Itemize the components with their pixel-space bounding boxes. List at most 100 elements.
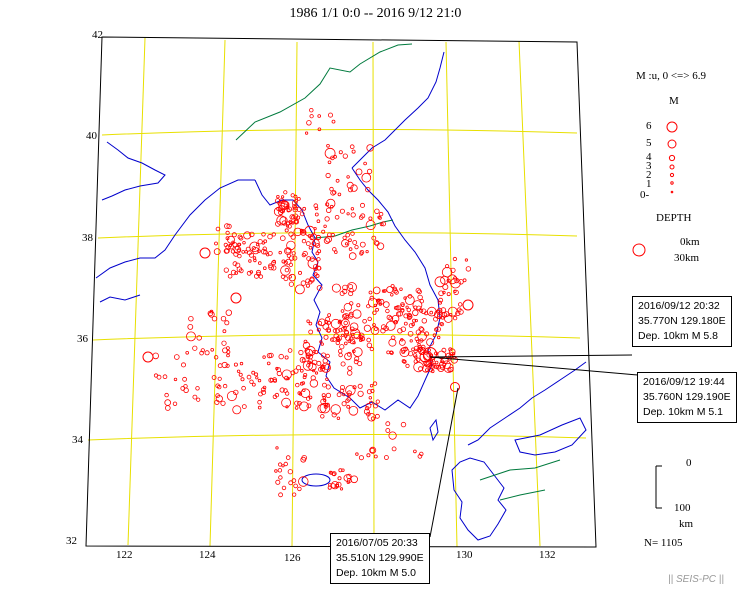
earthquake-marker bbox=[224, 223, 230, 229]
earthquake-marker bbox=[221, 340, 227, 346]
lon-label-130: 130 bbox=[456, 549, 473, 561]
earthquake-marker bbox=[434, 327, 439, 332]
earthquake-marker bbox=[303, 339, 308, 344]
earthquake-marker bbox=[243, 231, 252, 240]
earthquake-marker bbox=[308, 321, 313, 326]
earthquake-marker bbox=[183, 384, 188, 389]
earthquake-marker bbox=[164, 392, 169, 398]
earthquake-marker bbox=[378, 216, 382, 220]
event-callout-1[interactable]: 2016/09/12 20:32 35.770N 129.180E Dep. 1… bbox=[632, 296, 732, 347]
earthquake-marker bbox=[441, 347, 447, 353]
earthquake-marker bbox=[448, 313, 453, 317]
earthquake-marker bbox=[344, 314, 350, 320]
earthquake-marker bbox=[304, 225, 316, 237]
earthquake-marker bbox=[296, 215, 301, 220]
earthquake-marker bbox=[333, 154, 337, 159]
earthquake-marker bbox=[334, 215, 340, 220]
earthquake-marker bbox=[293, 218, 300, 225]
earthquake-marker bbox=[297, 486, 302, 492]
earthquake-marker bbox=[230, 249, 236, 254]
admin-borders bbox=[235, 43, 561, 501]
earthquake-marker bbox=[222, 383, 228, 389]
earthquake-marker bbox=[304, 131, 309, 135]
earthquake-marker bbox=[231, 232, 237, 238]
earthquake-marker bbox=[327, 313, 332, 318]
earthquake-marker bbox=[152, 352, 160, 360]
earthquake-marker bbox=[196, 397, 201, 402]
earthquake-marker bbox=[353, 359, 359, 365]
earthquake-marker bbox=[455, 310, 461, 316]
earthquake-marker bbox=[424, 311, 429, 316]
earthquake-marker bbox=[462, 278, 467, 283]
earthquake-marker bbox=[182, 376, 188, 382]
earthquake-marker bbox=[372, 310, 377, 315]
earthquake-marker bbox=[429, 353, 434, 357]
earthquake-marker bbox=[338, 328, 343, 333]
earthquake-marker bbox=[417, 331, 427, 342]
earthquake-marker bbox=[313, 227, 317, 231]
earthquake-marker bbox=[446, 292, 451, 297]
earthquake-marker bbox=[348, 405, 359, 416]
event-3-datetime: 2016/07/05 20:33 bbox=[336, 537, 418, 549]
event-callout-2[interactable]: 2016/09/12 19:44 35.760N 129.190E Dep. 1… bbox=[637, 372, 737, 423]
earthquake-marker bbox=[237, 242, 241, 247]
earthquake-marker bbox=[304, 348, 310, 354]
earthquake-marker bbox=[223, 267, 229, 273]
earthquake-marker bbox=[187, 323, 194, 330]
earthquake-marker bbox=[458, 309, 464, 315]
earthquake-marker bbox=[352, 240, 358, 245]
earthquake-marker-large bbox=[230, 292, 242, 304]
earthquake-marker bbox=[276, 194, 280, 199]
earthquake-marker bbox=[310, 233, 318, 241]
earthquake-marker bbox=[433, 316, 439, 322]
depth-30km-label: 30km bbox=[674, 252, 700, 264]
earthquake-marker bbox=[368, 216, 373, 221]
parallel-40 bbox=[101, 128, 578, 136]
earthquake-marker bbox=[267, 250, 273, 256]
earthquake-marker bbox=[309, 107, 314, 113]
earthquake-marker bbox=[444, 264, 450, 269]
earthquake-marker bbox=[162, 374, 168, 380]
event-callout-3[interactable]: 2016/07/05 20:33 35.510N 129.990E Dep. 1… bbox=[330, 533, 430, 584]
earthquake-marker bbox=[257, 378, 262, 383]
earthquake-marker bbox=[346, 390, 353, 396]
earthquake-marker bbox=[374, 413, 380, 419]
earthquake-marker bbox=[280, 265, 291, 276]
earthquake-marker bbox=[409, 339, 413, 343]
earthquake-marker bbox=[331, 472, 336, 476]
earthquake-marker bbox=[366, 144, 374, 152]
earthquake-marker bbox=[365, 220, 376, 231]
earthquake-marker bbox=[252, 256, 257, 260]
earthquake-marker bbox=[279, 387, 285, 393]
lon-label-124: 124 bbox=[199, 549, 216, 561]
earthquake-marker bbox=[301, 238, 307, 244]
callout-line-1 bbox=[429, 354, 633, 358]
earthquake-marker bbox=[343, 320, 348, 326]
earthquake-marker bbox=[434, 364, 440, 370]
earthquake-marker bbox=[231, 240, 235, 245]
earthquake-marker bbox=[224, 320, 230, 326]
earthquake-marker bbox=[426, 338, 435, 347]
coastline bbox=[95, 51, 587, 541]
border-japan-pref-1 bbox=[479, 459, 561, 481]
earthquake-marker bbox=[225, 309, 232, 316]
earthquake-marker bbox=[341, 333, 345, 337]
earthquake-marker bbox=[262, 266, 267, 271]
earthquake-marker bbox=[272, 377, 277, 382]
earthquake-marker bbox=[385, 428, 391, 433]
earthquake-marker bbox=[237, 253, 242, 259]
earthquake-marker bbox=[294, 219, 299, 224]
earthquake-marker bbox=[339, 344, 345, 350]
earthquake-marker bbox=[380, 221, 386, 227]
earthquake-marker bbox=[281, 220, 287, 226]
event-3-location: 35.510N 129.990E bbox=[336, 552, 424, 564]
callout-line-3 bbox=[429, 387, 459, 538]
earthquake-marker bbox=[413, 345, 420, 352]
earthquake-marker bbox=[329, 204, 334, 209]
earthquake-marker bbox=[385, 421, 391, 427]
earthquake-marker bbox=[407, 330, 414, 337]
earthquake-marker bbox=[279, 235, 286, 242]
earthquake-marker bbox=[363, 408, 370, 415]
earthquake-marker bbox=[312, 359, 318, 366]
